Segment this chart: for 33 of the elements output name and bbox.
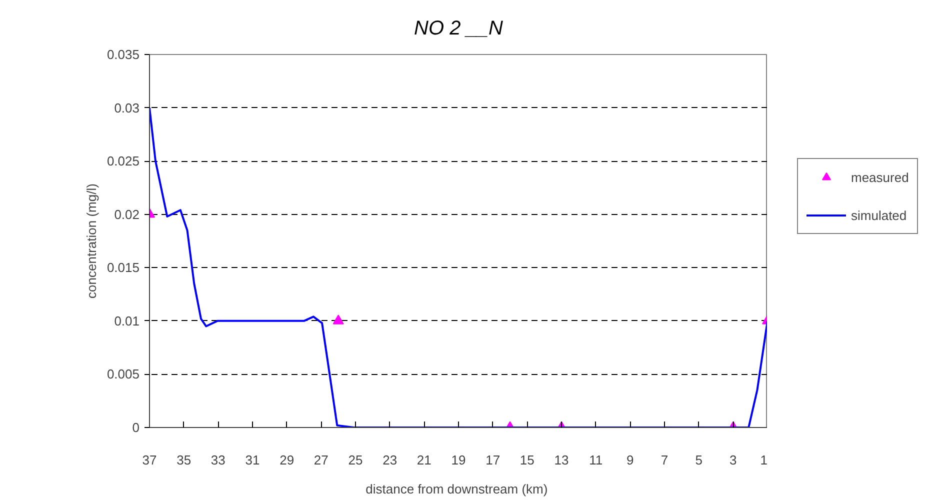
y-axis-title: concentration (mg/l) [84,184,99,298]
x-tick-label: 35 [176,452,192,468]
x-tick-label: 11 [589,452,603,468]
x-tick-label: 23 [382,452,398,468]
x-tick-label: 9 [626,452,634,468]
x-tick-label: 29 [280,452,294,468]
chart-title: NO 2 __N [414,18,504,40]
point [332,314,344,324]
y-tick-label: 0.035 [106,47,140,62]
x-tick-label: 17 [486,452,500,468]
x-tick-label: 37 [142,452,157,468]
y-tick-label: 0.01 [114,313,140,328]
x-tick-label: 3 [730,452,737,468]
x-tick-label: 19 [451,452,466,468]
y-tick-label: 0.02 [114,206,140,222]
x-tick-label: 21 [416,452,432,468]
y-tick-label: 0.025 [106,154,140,169]
x-tick-label: 15 [520,452,534,468]
x-tick-label: 5 [695,452,702,468]
x-tick-label: 1 [760,452,768,468]
x-tick-label: 25 [348,452,363,468]
x-tick-label: 13 [554,452,569,468]
legend-label: measured [851,170,909,184]
x-axis-title: distance from downstream (km) [366,482,548,496]
y-tick-label: 0.015 [106,260,140,276]
x-tick-label: 33 [210,452,226,468]
x-tick-label: 7 [660,452,668,468]
y-tick-label: 0 [132,420,140,435]
x-tick-label: 31 [245,452,260,468]
y-tick-label: 0.005 [106,366,140,382]
legend-label: simulated [851,208,907,222]
y-tick-label: 0.03 [114,100,140,116]
x-tick-label: 27 [314,452,328,468]
